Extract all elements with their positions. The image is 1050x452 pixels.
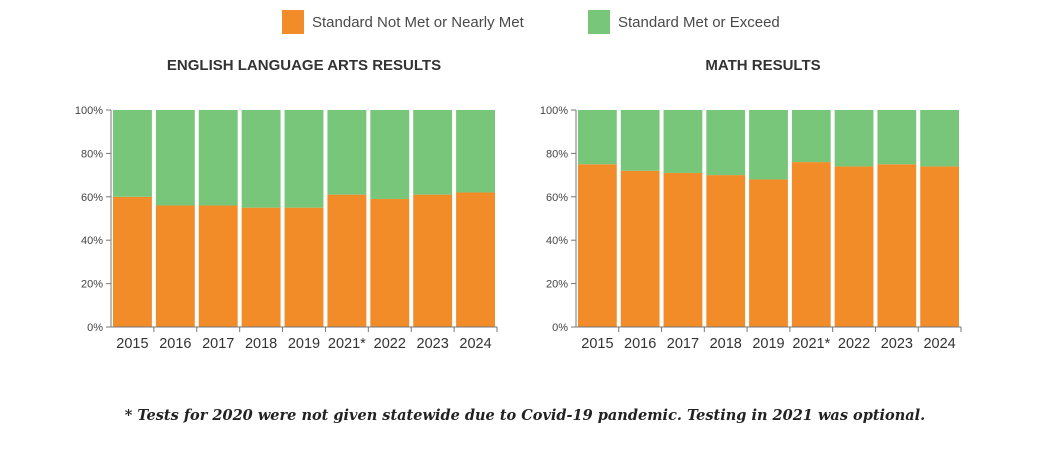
footnote: * Tests for 2020 were not given statewid… [124, 407, 926, 424]
ela-x-tick-label: 2021* [328, 336, 366, 352]
ela-bar-not-met-2015 [113, 196, 152, 327]
legend-item-met: Standard Met or Exceed [588, 10, 780, 34]
math-bar-not-met-2015 [578, 164, 617, 327]
math-x-tick-label: 2022 [838, 336, 870, 352]
math-bar-not-met-2023 [877, 164, 917, 327]
ela-bar-met-2023 [413, 110, 453, 195]
ela-bar-not-met-2023 [413, 194, 453, 327]
math-bar-met-2022 [834, 110, 874, 167]
legend-swatch-not-met [282, 10, 304, 34]
ela-bar-met-2022 [370, 110, 410, 199]
ela-x-tick-label: 2022 [374, 336, 406, 352]
math-bar-met-2015 [578, 110, 617, 165]
ela-bar-met-2021 [327, 110, 367, 195]
math-x-tick-label: 2015 [581, 336, 613, 352]
math-x-tick-label: 2018 [710, 336, 742, 352]
ela-bar-not-met-2018 [241, 207, 281, 327]
math-bar-met-2024 [920, 110, 959, 167]
ela-x-tick-label: 2023 [417, 336, 449, 352]
math-bar-met-2021 [791, 110, 831, 163]
math-plot-area: 0% 20% 40% 60% 80% 100% 2015 2016 2017 2018 2019 20… [540, 105, 962, 352]
ela-bar-not-met-2016 [155, 205, 195, 327]
ela-x-tick-label: 2019 [288, 336, 320, 352]
math-bar-met-2018 [706, 110, 746, 176]
ela-bar-not-met-2017 [198, 205, 238, 327]
ela-bar-not-met-2021 [327, 194, 367, 327]
ela-bar-met-2018 [241, 110, 281, 208]
ela-bar-not-met-2022 [370, 198, 410, 327]
legend-item-not-met: Standard Not Met or Nearly Met [282, 10, 524, 34]
math-bar-not-met-2016 [620, 170, 660, 327]
math-bar-not-met-2024 [920, 166, 959, 327]
math-y-tick-label: 60% [546, 192, 568, 204]
ela-x-tick-label: 2017 [202, 336, 234, 352]
ela-bar-not-met-2024 [456, 192, 495, 327]
math-x-tick-label: 2023 [881, 336, 913, 352]
math-chart-title: MATH RESULTS [705, 57, 821, 74]
ela-x-tick-label: 2016 [159, 336, 191, 352]
ela-y-tick-label: 20% [81, 279, 103, 291]
math-y-tick-label: 20% [546, 279, 568, 291]
ela-y-tick-label: 40% [81, 235, 103, 247]
ela-bar-met-2016 [155, 110, 195, 206]
ela-x-tick-label: 2018 [245, 336, 277, 352]
math-bar-not-met-2022 [834, 166, 874, 327]
ela-y-tick-label: 100% [75, 105, 103, 117]
math-y-tick-label: 0% [552, 322, 568, 334]
legend: Standard Not Met or Nearly Met Standard … [0, 10, 1050, 38]
math-bar-not-met-2019 [749, 179, 788, 327]
ela-plot-area: 0% 20% 40% 60% 80% 100% 2015 2016 2017 2018 2019 20… [75, 105, 498, 352]
math-x-tick-label: 2024 [923, 336, 955, 352]
legend-label-not-met: Standard Not Met or Nearly Met [312, 13, 524, 31]
ela-bar-met-2019 [284, 110, 324, 208]
math-bar-not-met-2017 [663, 172, 703, 327]
math-bar-met-2017 [663, 110, 703, 173]
ela-x-tick-label: 2015 [116, 336, 148, 352]
ela-y-tick-label: 60% [81, 192, 103, 204]
math-bar-not-met-2021 [791, 162, 831, 327]
math-y-tick-label: 100% [540, 105, 568, 117]
ela-bar-met-2024 [456, 110, 495, 193]
math-y-tick-label: 80% [546, 148, 568, 160]
math-bar-met-2019 [749, 110, 788, 180]
math-x-tick-label: 2021* [792, 336, 830, 352]
legend-swatch-met [588, 10, 610, 34]
ela-bar-not-met-2019 [284, 207, 324, 327]
ela-bar-met-2015 [113, 110, 152, 197]
math-x-tick-label: 2016 [624, 336, 656, 352]
ela-chart-title: ENGLISH LANGUAGE ARTS RESULTS [166, 57, 442, 74]
math-bar-met-2023 [877, 110, 917, 165]
legend-label-met: Standard Met or Exceed [618, 13, 780, 31]
math-x-tick-label: 2017 [667, 336, 699, 352]
ela-y-tick-label: 80% [81, 148, 103, 160]
ela-x-tick-label: 2024 [459, 336, 491, 352]
math-bar-not-met-2018 [706, 175, 746, 327]
ela-bar-met-2017 [198, 110, 238, 206]
math-y-tick-label: 40% [546, 235, 568, 247]
math-bar-met-2016 [620, 110, 660, 171]
math-x-tick-label: 2019 [752, 336, 784, 352]
ela-y-tick-label: 0% [87, 322, 103, 334]
